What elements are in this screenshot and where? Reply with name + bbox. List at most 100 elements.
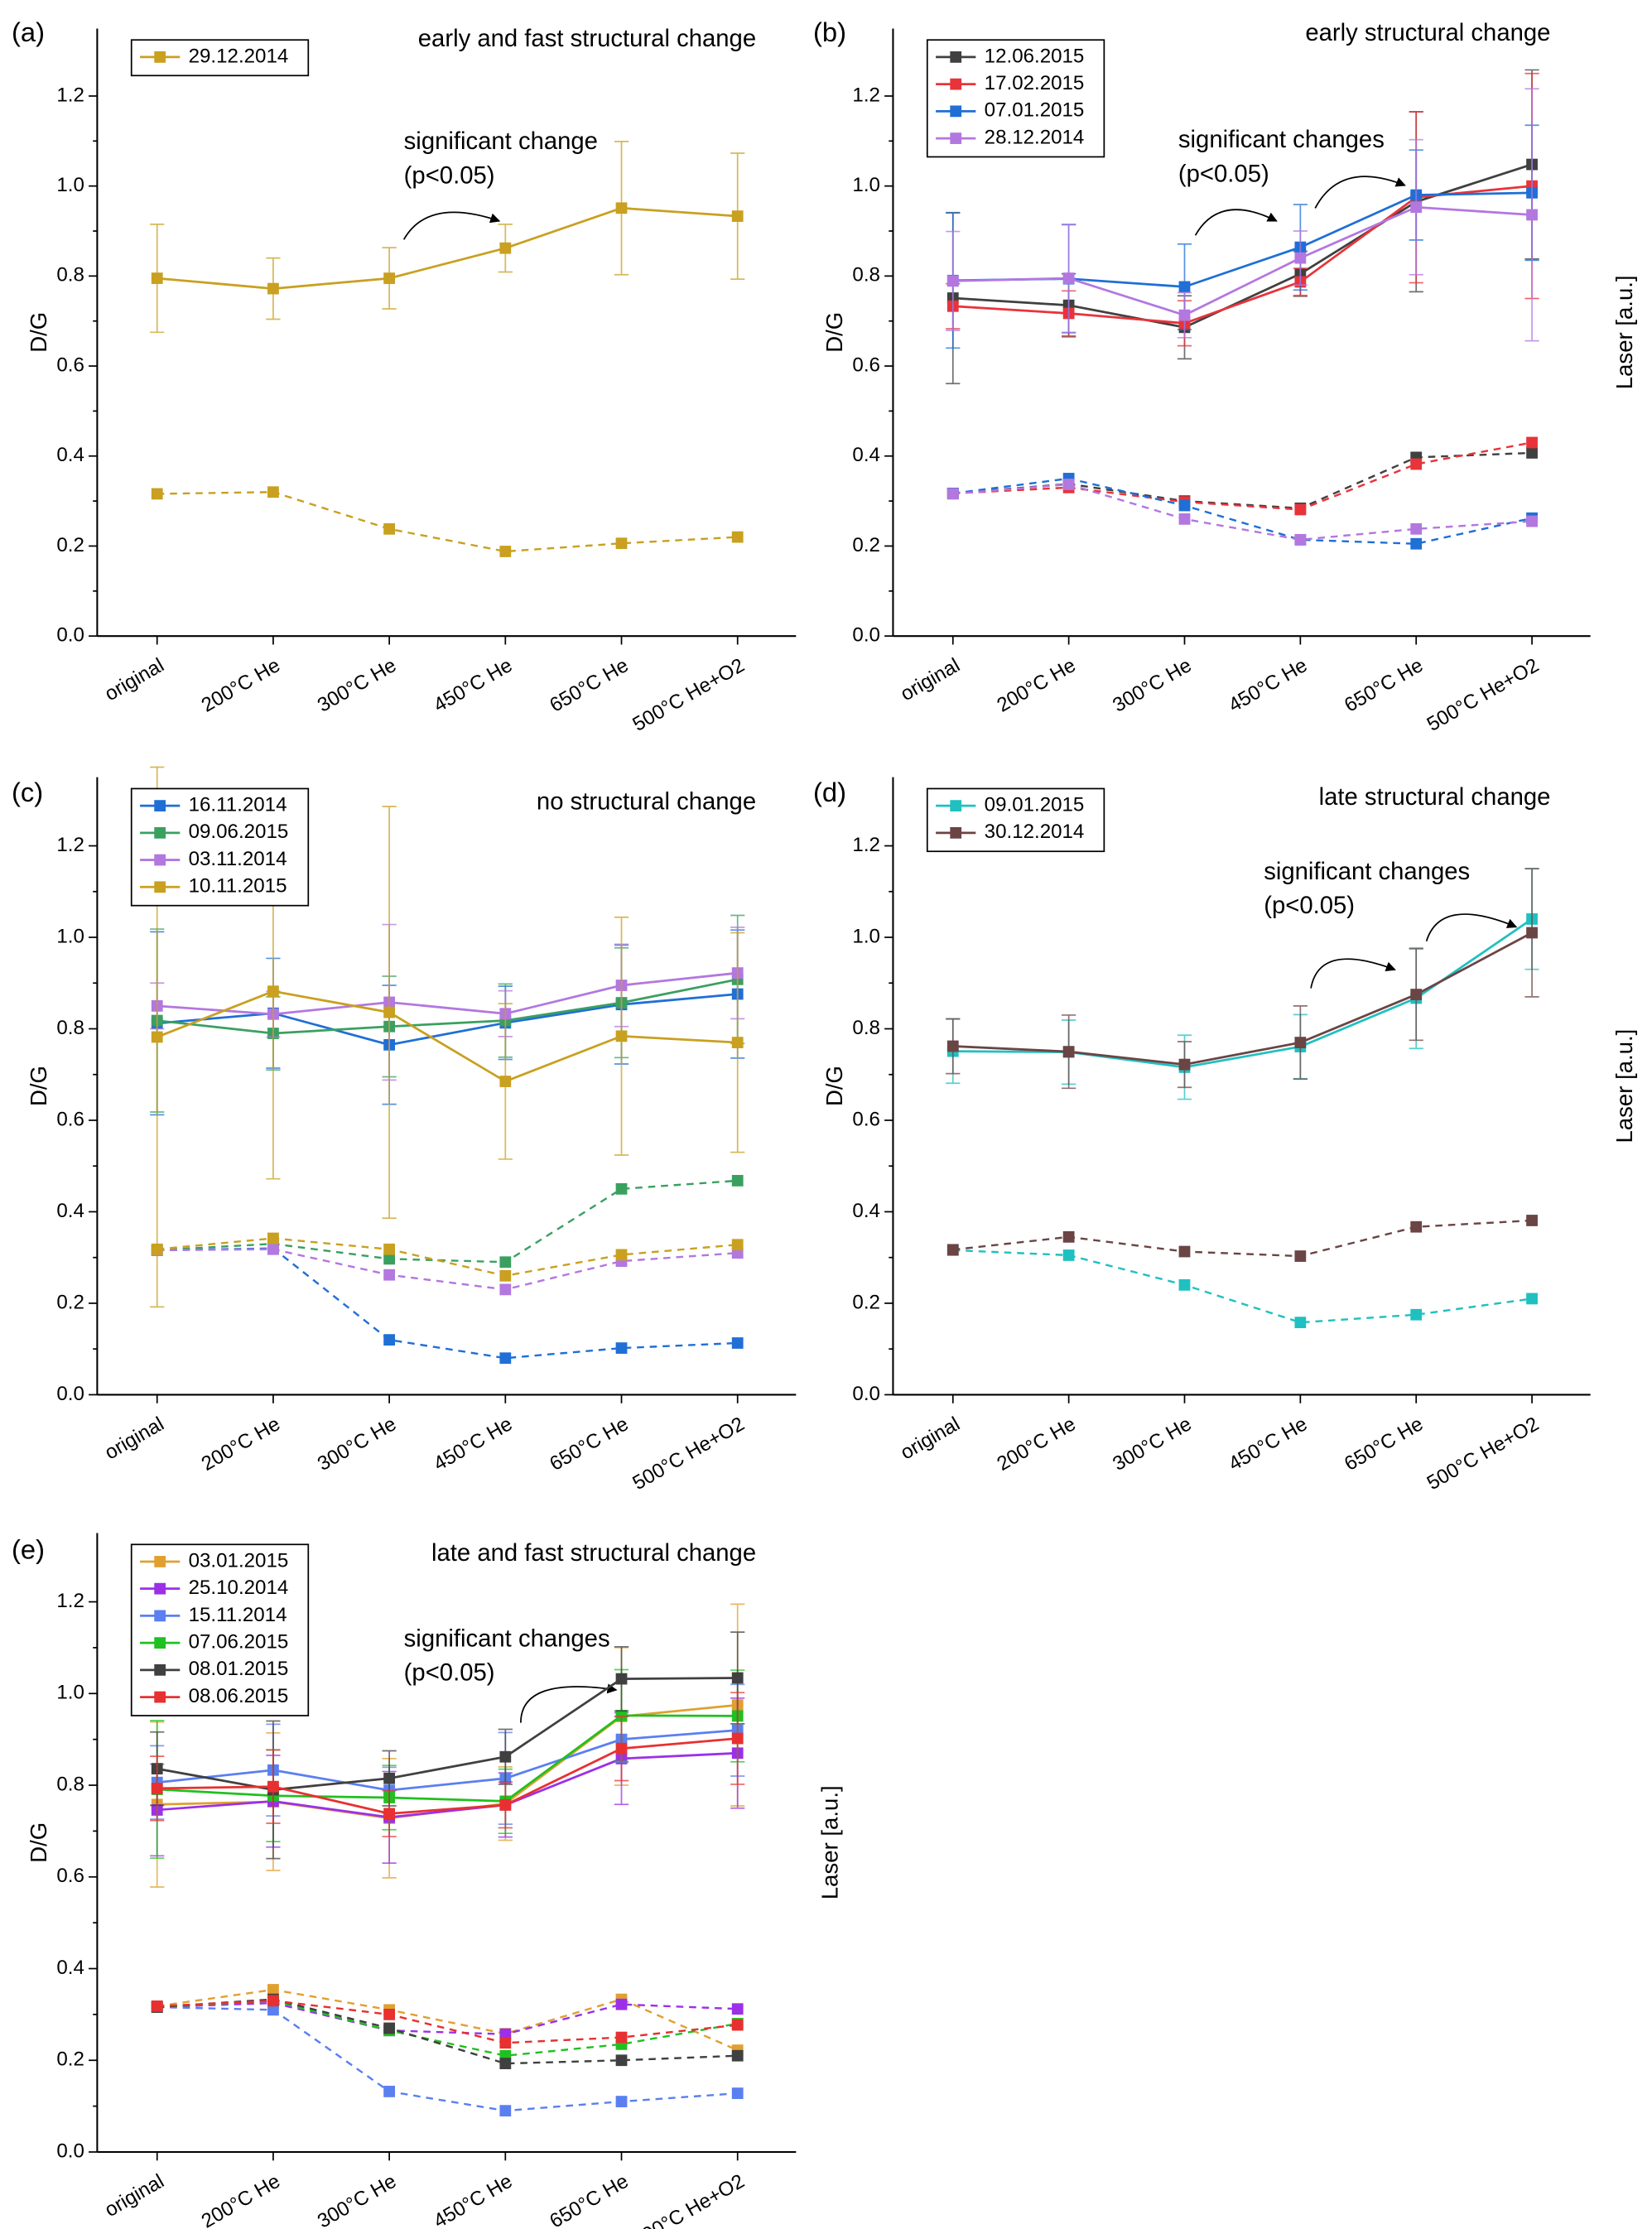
y-tick-label: 0.4 bbox=[56, 1957, 84, 1979]
y-tick-label: 1.2 bbox=[56, 84, 84, 106]
y-axis-label: D/G bbox=[26, 1822, 51, 1863]
panel-label: (c) bbox=[12, 777, 43, 807]
legend-box bbox=[130, 1543, 310, 1716]
legend-marker bbox=[154, 1582, 166, 1595]
laser-point bbox=[499, 546, 512, 557]
annotation-arrow bbox=[520, 1683, 618, 1723]
series-point bbox=[1526, 209, 1538, 221]
legend-marker bbox=[154, 1610, 166, 1622]
laser-point bbox=[267, 1243, 279, 1255]
laser-point bbox=[151, 2000, 163, 2012]
series-point bbox=[383, 272, 396, 284]
laser-point bbox=[615, 2054, 628, 2067]
annotation: (p<0.05) bbox=[1264, 893, 1355, 919]
x-tick-label: 300°C He bbox=[1109, 1413, 1195, 1476]
y-tick-label: 0.0 bbox=[56, 1383, 84, 1405]
laser-point bbox=[383, 1253, 396, 1265]
laser-point bbox=[267, 2004, 279, 2016]
x-tick-label: 200°C He bbox=[198, 1413, 284, 1476]
legend-marker bbox=[154, 1663, 166, 1676]
legend-label: 25.10.2014 bbox=[189, 1577, 289, 1599]
y-tick-label: 1.2 bbox=[56, 1590, 84, 1612]
series-point bbox=[615, 1030, 628, 1042]
laser-point bbox=[1062, 1230, 1075, 1243]
series-point bbox=[1062, 272, 1075, 284]
laser-point bbox=[1062, 1249, 1075, 1261]
series-point bbox=[731, 210, 744, 222]
legend-label: 09.06.2015 bbox=[189, 821, 289, 843]
laser-point bbox=[383, 2022, 396, 2034]
laser-point bbox=[499, 1256, 512, 1269]
laser-point bbox=[615, 1249, 628, 1261]
y2-axis-label: Laser [a.u.] bbox=[1611, 275, 1637, 389]
y-tick-label: 1.0 bbox=[56, 174, 84, 196]
x-tick-label: 650°C He bbox=[546, 2170, 632, 2229]
x-tick-label: original bbox=[897, 1413, 964, 1464]
laser-point bbox=[383, 2008, 396, 2020]
laser-point bbox=[1410, 458, 1423, 470]
legend-label: 29.12.2014 bbox=[189, 45, 289, 67]
y-tick-label: 1.0 bbox=[852, 925, 880, 947]
series-point bbox=[1062, 1046, 1075, 1058]
series-point bbox=[1294, 252, 1307, 264]
y-tick-label: 0.4 bbox=[56, 444, 84, 466]
legend-label: 03.11.2014 bbox=[189, 848, 287, 870]
x-tick-label: original bbox=[101, 654, 168, 705]
y-tick-label: 0.6 bbox=[852, 354, 880, 376]
series-line bbox=[157, 1703, 738, 1820]
annotation-arrow bbox=[1425, 913, 1518, 941]
laser-line bbox=[157, 2000, 738, 2057]
series-point bbox=[383, 1006, 396, 1018]
annotation-arrow bbox=[1310, 958, 1396, 989]
legend-marker bbox=[154, 1556, 166, 1567]
legend-marker bbox=[154, 800, 166, 812]
laser-point bbox=[615, 1342, 628, 1354]
laser-line bbox=[157, 1988, 739, 2052]
laser-point bbox=[731, 531, 744, 543]
x-tick-label: 500°C He+O2 bbox=[629, 2170, 748, 2229]
laser-line bbox=[157, 2000, 738, 2044]
y-axis-label: D/G bbox=[821, 1066, 847, 1106]
laser-line bbox=[157, 2001, 738, 2035]
laser-point bbox=[499, 2037, 512, 2049]
series-point bbox=[383, 1772, 396, 1784]
laser-point bbox=[499, 2105, 512, 2117]
x-tick-label: 650°C He bbox=[546, 1413, 632, 1476]
y-tick-label: 0.2 bbox=[852, 1291, 880, 1313]
series-point bbox=[615, 1709, 628, 1721]
annotation: (p<0.05) bbox=[1178, 161, 1269, 188]
annotation: significant changes bbox=[1264, 859, 1470, 885]
legend-marker bbox=[950, 800, 962, 812]
laser-point bbox=[615, 2096, 628, 2107]
series-point bbox=[731, 1672, 744, 1684]
series-point bbox=[499, 1798, 512, 1811]
laser-point bbox=[1294, 503, 1307, 516]
series-point bbox=[731, 1037, 744, 1048]
annotation: significant change bbox=[404, 128, 598, 155]
x-tick-label: 450°C He bbox=[430, 2170, 516, 2229]
series-point bbox=[1294, 1037, 1307, 1048]
laser-point bbox=[731, 2019, 744, 2031]
legend-label: 16.11.2014 bbox=[189, 793, 287, 816]
laser-line bbox=[157, 1179, 738, 1264]
panel: 0.0 0.2 0.4 0.6 0.8 1.0 1.2 original 200°C He 300… bbox=[813, 17, 1637, 736]
series-line bbox=[157, 1751, 738, 1819]
x-tick-label: 300°C He bbox=[314, 2170, 400, 2229]
legend-marker bbox=[950, 826, 962, 839]
x-tick-label: 500°C He+O2 bbox=[1423, 1413, 1543, 1495]
x-tick-label: 300°C He bbox=[314, 1413, 400, 1476]
laser-point bbox=[267, 1995, 279, 2007]
laser-point bbox=[1178, 1278, 1191, 1291]
laser-line bbox=[952, 483, 1533, 542]
laser-point bbox=[499, 1283, 512, 1296]
annotation-arrow bbox=[1194, 209, 1278, 236]
laser-point bbox=[731, 2087, 744, 2100]
panel-label: (b) bbox=[813, 17, 846, 47]
y-tick-label: 0.2 bbox=[56, 1291, 84, 1313]
y-tick-label: 0.8 bbox=[852, 1017, 880, 1039]
laser-point bbox=[946, 488, 959, 500]
x-tick-label: 450°C He bbox=[1225, 654, 1311, 717]
laser-point bbox=[731, 1337, 744, 1349]
laser-point bbox=[267, 486, 279, 498]
laser-point bbox=[1526, 515, 1538, 527]
